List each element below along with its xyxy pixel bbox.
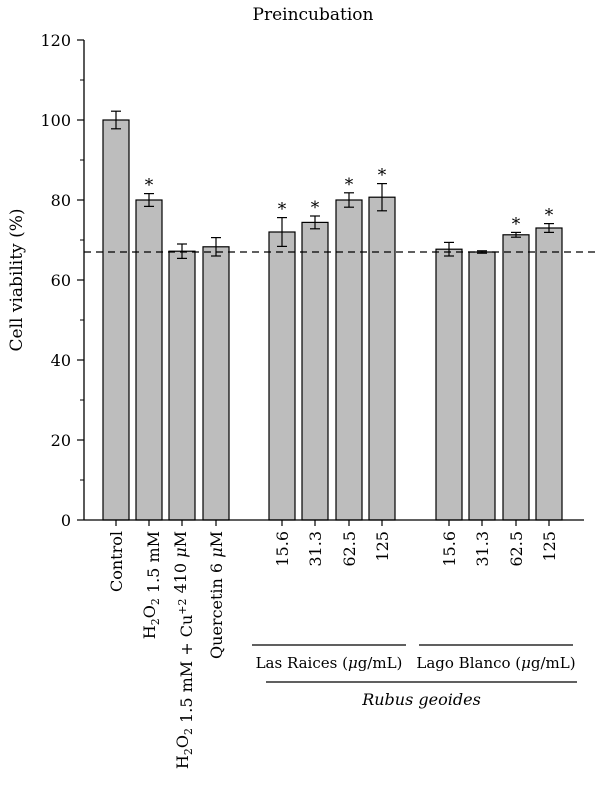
bar-8 <box>435 248 463 521</box>
x-tick-labels: Control H2O2 1.5 mM H2O2 1.5 mM + Cu+2 410… <box>107 531 559 769</box>
bars-layer <box>102 119 563 521</box>
x-tick-label-7: 125 <box>373 531 392 562</box>
x-tick-label-6: 62.5 <box>340 531 359 567</box>
significance-star-10: * <box>512 214 521 234</box>
bar-5 <box>301 221 329 521</box>
bar-3 <box>202 246 230 521</box>
y-tick-label-0: 0 <box>61 511 71 530</box>
supergroup-label: Rubus geoides <box>361 690 481 709</box>
y-tick-label-6: 120 <box>40 31 71 50</box>
x-tick-label-3: Quercetin 6 μM <box>207 531 226 659</box>
bar-11 <box>535 227 563 521</box>
bar-6 <box>335 199 363 521</box>
x-tick-label-11: 125 <box>540 531 559 562</box>
bar-2 <box>168 250 196 521</box>
x-tick-label-0: Control <box>107 531 126 592</box>
y-tick-label-2: 40 <box>51 351 71 370</box>
group-brackets: Las Raices (μg/mL) Lago Blanco (μg/mL) Rub… <box>252 644 577 709</box>
x-tick-label-9: 31.3 <box>473 531 492 567</box>
x-tick-label-5: 31.3 <box>306 531 325 567</box>
x-tick-label-4: 15.6 <box>273 531 292 567</box>
x-tick-label-8: 15.6 <box>440 531 459 567</box>
significance-star-6: * <box>345 175 354 195</box>
group-label-0: Las Raices (μg/mL) <box>256 654 403 672</box>
x-tick-label-10: 62.5 <box>507 531 526 567</box>
chart-title: Preincubation <box>253 5 374 25</box>
x-tick-label-2: H2O2 1.5 mM + Cu+2 410 μM <box>171 531 196 769</box>
significance-star-7: * <box>378 166 387 186</box>
axes-layer: 0 20 40 60 80 100 120 <box>40 31 584 530</box>
x-tick-label-1: H2O2 1.5 mM <box>140 531 163 639</box>
bar-9 <box>468 251 496 521</box>
y-tick-label-4: 80 <box>51 191 71 210</box>
bar-1 <box>135 199 163 521</box>
significance-star-1: * <box>145 176 154 196</box>
group-label-1: Lago Blanco (μg/mL) <box>416 654 575 672</box>
y-axis-label: Cell viability (%) <box>7 209 27 352</box>
bar-0 <box>102 119 130 521</box>
bar-10 <box>502 234 530 521</box>
bar-4 <box>268 231 296 521</box>
y-tick-label-1: 20 <box>51 431 71 450</box>
bar-7 <box>368 196 396 521</box>
significance-star-4: * <box>278 200 287 220</box>
y-tick-label-5: 100 <box>40 111 71 130</box>
significance-layer: * * * * * * * <box>145 166 554 235</box>
significance-star-11: * <box>545 206 554 226</box>
significance-star-5: * <box>311 198 320 218</box>
y-tick-label-3: 60 <box>51 271 71 290</box>
error-bars-layer <box>111 110 554 259</box>
